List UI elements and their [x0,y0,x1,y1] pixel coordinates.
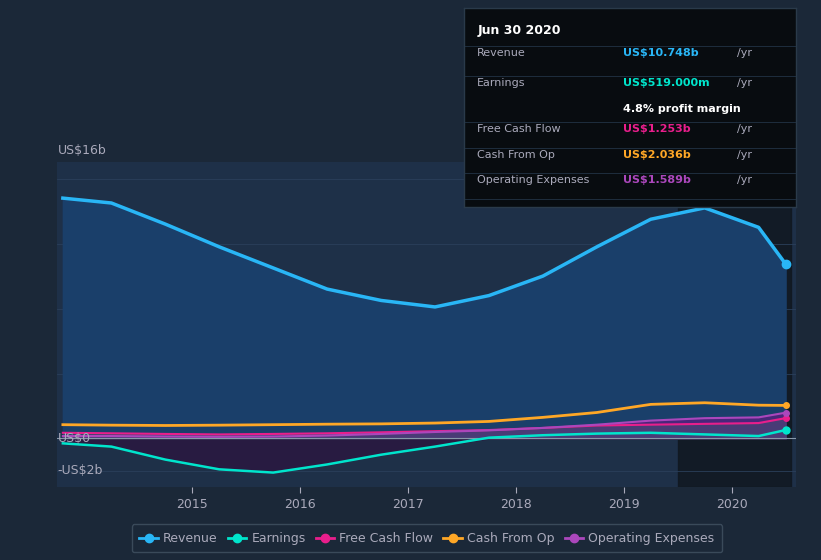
Text: /yr: /yr [736,124,751,134]
Text: Earnings: Earnings [477,78,525,88]
Text: Revenue: Revenue [477,48,526,58]
Bar [677,162,791,487]
Text: Free Cash Flow: Free Cash Flow [477,124,561,134]
Text: US$10.748b: US$10.748b [623,48,699,58]
Text: US$2.036b: US$2.036b [623,150,691,160]
Text: /yr: /yr [736,175,751,185]
Text: US$1.589b: US$1.589b [623,175,691,185]
Text: US$519.000m: US$519.000m [623,78,710,88]
Text: /yr: /yr [736,78,751,88]
Legend: Revenue, Earnings, Free Cash Flow, Cash From Op, Operating Expenses: Revenue, Earnings, Free Cash Flow, Cash … [132,524,722,552]
Text: -US$2b: -US$2b [57,464,103,478]
Text: /yr: /yr [736,48,751,58]
Text: 4.8% profit margin: 4.8% profit margin [623,104,741,114]
Text: Jun 30 2020: Jun 30 2020 [477,24,561,38]
Text: US$0: US$0 [57,432,90,445]
Text: /yr: /yr [736,150,751,160]
Text: US$1.253b: US$1.253b [623,124,691,134]
Text: Operating Expenses: Operating Expenses [477,175,589,185]
Text: US$16b: US$16b [57,144,106,157]
Text: Cash From Op: Cash From Op [477,150,555,160]
